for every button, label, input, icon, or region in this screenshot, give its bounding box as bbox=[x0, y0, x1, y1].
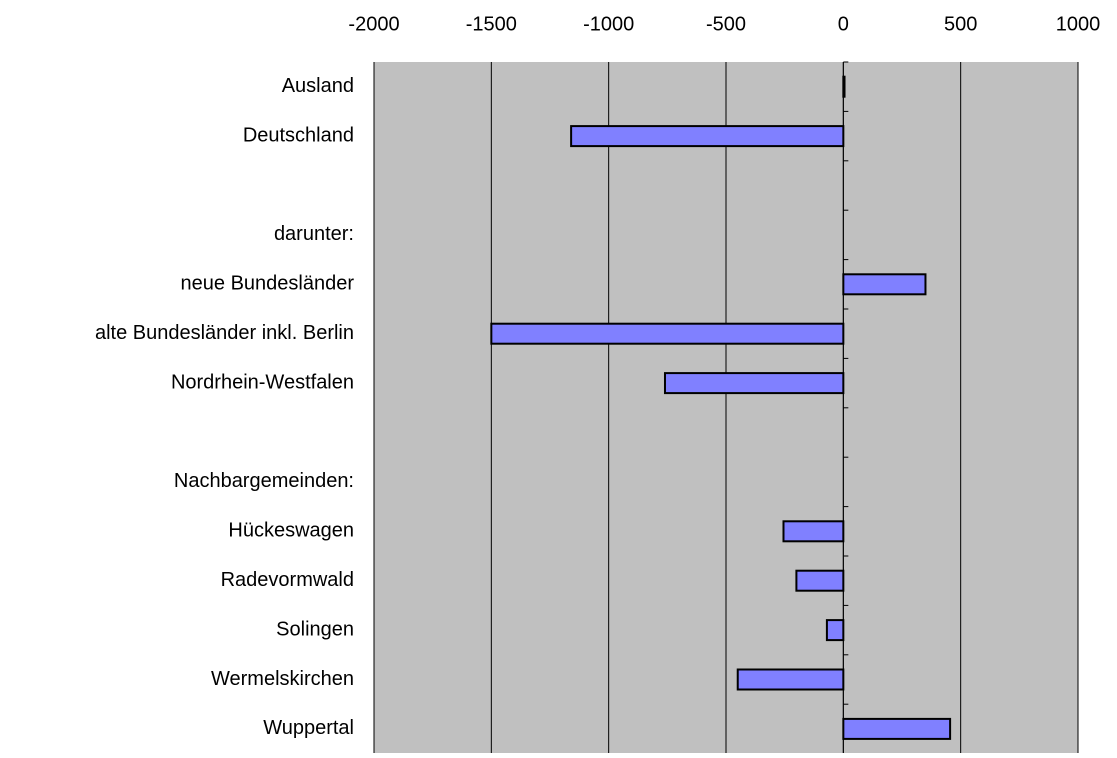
bar bbox=[736, 668, 845, 691]
bar bbox=[663, 372, 845, 395]
x-tick-label: -500 bbox=[706, 13, 746, 35]
x-tick-label: -2000 bbox=[348, 13, 399, 35]
y-tick-label: alte Bundesländer inkl. Berlin bbox=[95, 322, 354, 344]
x-tick-label: -1000 bbox=[583, 13, 634, 35]
y-tick-label: Ausland bbox=[282, 75, 354, 97]
x-tick-label: -1500 bbox=[466, 13, 517, 35]
bar bbox=[825, 619, 845, 642]
bar bbox=[842, 273, 927, 296]
x-tick-label: 500 bbox=[944, 13, 977, 35]
x-tick-label: 0 bbox=[838, 13, 849, 35]
x-tick-label: 1000 bbox=[1056, 13, 1101, 35]
bar bbox=[782, 520, 845, 543]
y-tick-label: neue Bundesländer bbox=[181, 273, 355, 295]
y-tick-label: Solingen bbox=[276, 618, 354, 640]
y-tick-label: Radevormwald bbox=[221, 569, 354, 591]
y-tick-label: Wuppertal bbox=[263, 717, 354, 739]
bar bbox=[842, 717, 952, 740]
y-tick-label: Deutschland bbox=[243, 124, 354, 146]
y-tick-label: darunter: bbox=[274, 223, 354, 245]
bar bbox=[570, 125, 845, 148]
bar bbox=[842, 75, 846, 98]
y-tick-label: Nachbargemeinden: bbox=[174, 470, 354, 492]
bar bbox=[795, 569, 845, 592]
y-tick-label: Wermelskirchen bbox=[211, 668, 354, 690]
y-tick-label: Hückeswagen bbox=[228, 520, 354, 542]
y-tick-label: Nordrhein-Westfalen bbox=[171, 371, 354, 393]
bar bbox=[490, 322, 845, 345]
